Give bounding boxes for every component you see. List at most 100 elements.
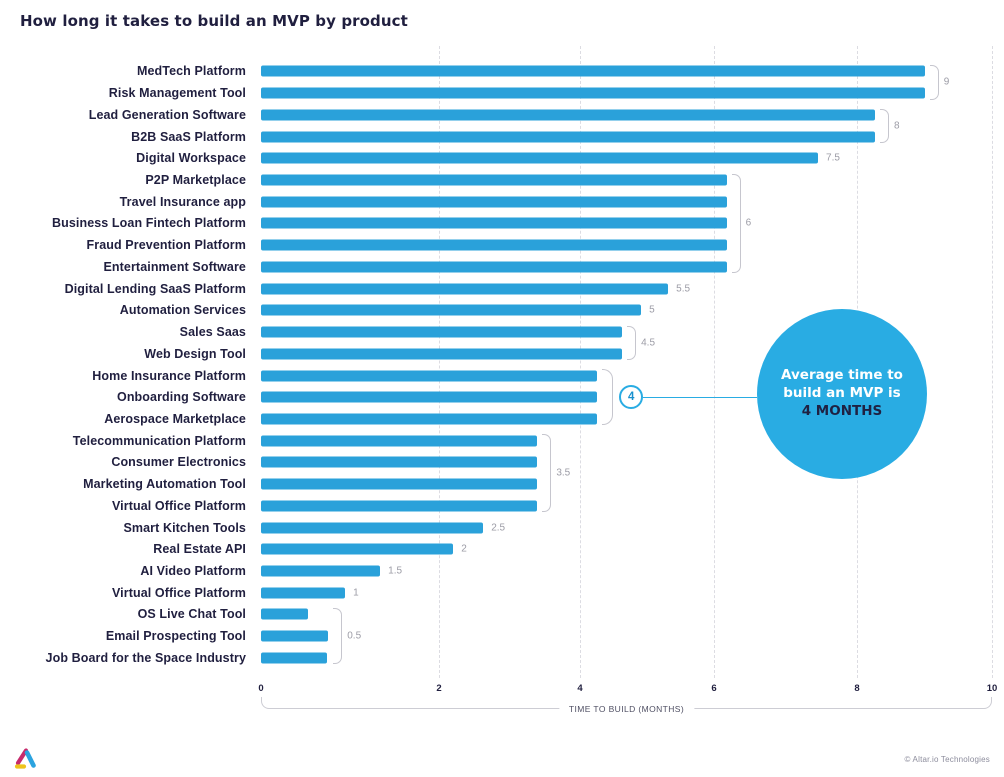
group-bracket <box>880 108 890 143</box>
category-label: Entertainment Software <box>103 259 246 274</box>
bar <box>261 217 727 229</box>
bar-track <box>261 61 992 83</box>
category-label: Onboarding Software <box>117 390 246 405</box>
bar <box>261 174 727 186</box>
bar-track <box>261 278 992 300</box>
bar-track <box>261 538 992 560</box>
bar-track <box>261 452 992 474</box>
bar-track <box>261 169 992 191</box>
bar-row: Marketing Automation Tool <box>0 473 1004 495</box>
bar <box>261 522 484 534</box>
bar <box>261 413 598 425</box>
bar-row: Entertainment Software <box>0 256 1004 278</box>
value-label: 3.5 <box>556 467 571 479</box>
bar-track <box>261 604 992 626</box>
bar <box>261 152 819 164</box>
bar <box>261 239 727 251</box>
value-label: 7.5 <box>826 152 840 164</box>
category-label: Business Loan Fintech Platform <box>51 216 246 231</box>
value-annotations: 9 8 7.5 6 5.5 5 4.5 4 3.5 2.5 2 1.5 1 0.5 <box>261 61 992 670</box>
category-label: Risk Management Tool <box>108 86 246 101</box>
x-tick-label: 2 <box>436 683 442 694</box>
bar-track <box>261 517 992 539</box>
bar-track <box>261 365 992 387</box>
bar-row: Digital Workspace <box>0 147 1004 169</box>
bar <box>261 630 329 642</box>
bar-row: Virtual Office Platform <box>0 582 1004 604</box>
group-bracket <box>731 173 741 274</box>
page-title: How long it takes to build an MVP by pro… <box>20 12 408 30</box>
category-label: Digital Lending SaaS Platform <box>64 281 246 296</box>
bar-row: Consumer Electronics <box>0 452 1004 474</box>
bar-row: Virtual Office Platform <box>0 495 1004 517</box>
category-label: Real Estate API <box>153 542 246 557</box>
bar-track <box>261 473 992 495</box>
bar-track <box>261 625 992 647</box>
category-label: Home Insurance Platform <box>92 368 246 383</box>
category-label: MedTech Platform <box>136 64 246 79</box>
average-callout-text: Average time to build an MVP is <box>781 367 903 402</box>
x-tick-label: 8 <box>854 683 860 694</box>
gridline <box>714 46 715 678</box>
bar-track <box>261 104 992 126</box>
bar <box>261 543 454 555</box>
bar <box>261 370 598 382</box>
group-bracket <box>627 325 637 361</box>
bar-track <box>261 321 992 343</box>
bar <box>261 65 925 77</box>
category-label: Automation Services <box>119 303 246 318</box>
gridline <box>992 46 993 678</box>
bar-track <box>261 430 992 452</box>
bar <box>261 131 876 143</box>
average-value-badge: 4 <box>619 385 644 410</box>
category-label: Fraud Prevention Platform <box>86 238 246 253</box>
bar-track <box>261 560 992 582</box>
value-label: 0.5 <box>347 630 362 642</box>
category-label: Virtual Office Platform <box>111 498 246 513</box>
value-label: 1.5 <box>388 565 403 577</box>
bar-row: OS Live Chat Tool <box>0 604 1004 626</box>
bar-row: Automation Services <box>0 300 1004 322</box>
bar <box>261 478 538 490</box>
average-callout-circle: Average time to build an MVP is 4 MONTHS <box>757 309 927 479</box>
value-label: 6 <box>745 217 752 229</box>
bar-track <box>261 408 992 430</box>
bar <box>261 304 642 316</box>
bar-track <box>261 213 992 235</box>
bar-row: Sales Saas <box>0 321 1004 343</box>
bar-track <box>261 126 992 148</box>
x-axis-brace: TIME TO BUILD (MONTHS) <box>261 697 992 714</box>
average-callout-highlight: 4 MONTHS <box>801 403 883 420</box>
bar-track <box>261 343 992 365</box>
bar-row: Job Board for the Space Industry <box>0 647 1004 669</box>
attribution-text: © Altar.io Technologies <box>904 755 990 764</box>
bar-row: Risk Management Tool <box>0 82 1004 104</box>
bar-row: Home Insurance Platform <box>0 365 1004 387</box>
bar-row: Onboarding Software <box>0 386 1004 408</box>
bar-row: Smart Kitchen Tools <box>0 517 1004 539</box>
category-label: OS Live Chat Tool <box>137 607 246 622</box>
bar <box>261 435 538 447</box>
gridline <box>580 46 581 678</box>
bar-row: Lead Generation Software <box>0 104 1004 126</box>
value-label: 5.5 <box>676 283 691 295</box>
value-label: 8 <box>894 120 900 132</box>
category-label: Digital Workspace <box>136 151 246 166</box>
group-bracket <box>929 65 939 100</box>
bar <box>261 500 538 512</box>
bar-row: Digital Lending SaaS Platform <box>0 278 1004 300</box>
bar-row: AI Video Platform <box>0 560 1004 582</box>
bar <box>261 326 623 338</box>
bar-track <box>261 386 992 408</box>
bar-track <box>261 495 992 517</box>
category-label: Job Board for the Space Industry <box>45 650 246 665</box>
category-label: Email Prospecting Tool <box>105 629 246 644</box>
value-label: 4.5 <box>641 337 656 349</box>
bar-row: Real Estate API <box>0 538 1004 560</box>
category-label: Travel Insurance app <box>119 194 246 209</box>
altar-logo-icon <box>14 748 36 769</box>
category-label: AI Video Platform <box>140 563 246 578</box>
x-tick-label: 10 <box>986 683 998 694</box>
bar <box>261 565 381 577</box>
